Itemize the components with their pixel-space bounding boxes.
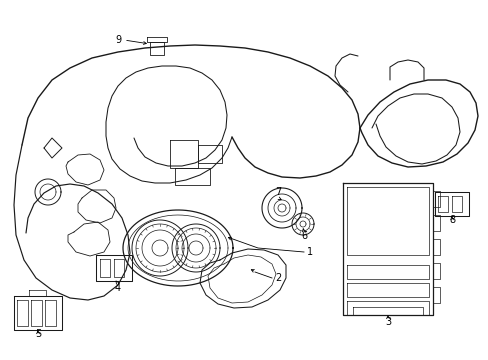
Text: 6: 6 [300, 231, 306, 241]
Text: 7: 7 [274, 187, 281, 197]
Text: 5: 5 [35, 329, 41, 339]
Text: 4: 4 [115, 283, 121, 293]
Text: 9: 9 [115, 35, 121, 45]
Text: 8: 8 [448, 215, 454, 225]
Text: 3: 3 [384, 317, 390, 327]
Text: 1: 1 [306, 247, 312, 257]
Text: 2: 2 [274, 273, 281, 283]
